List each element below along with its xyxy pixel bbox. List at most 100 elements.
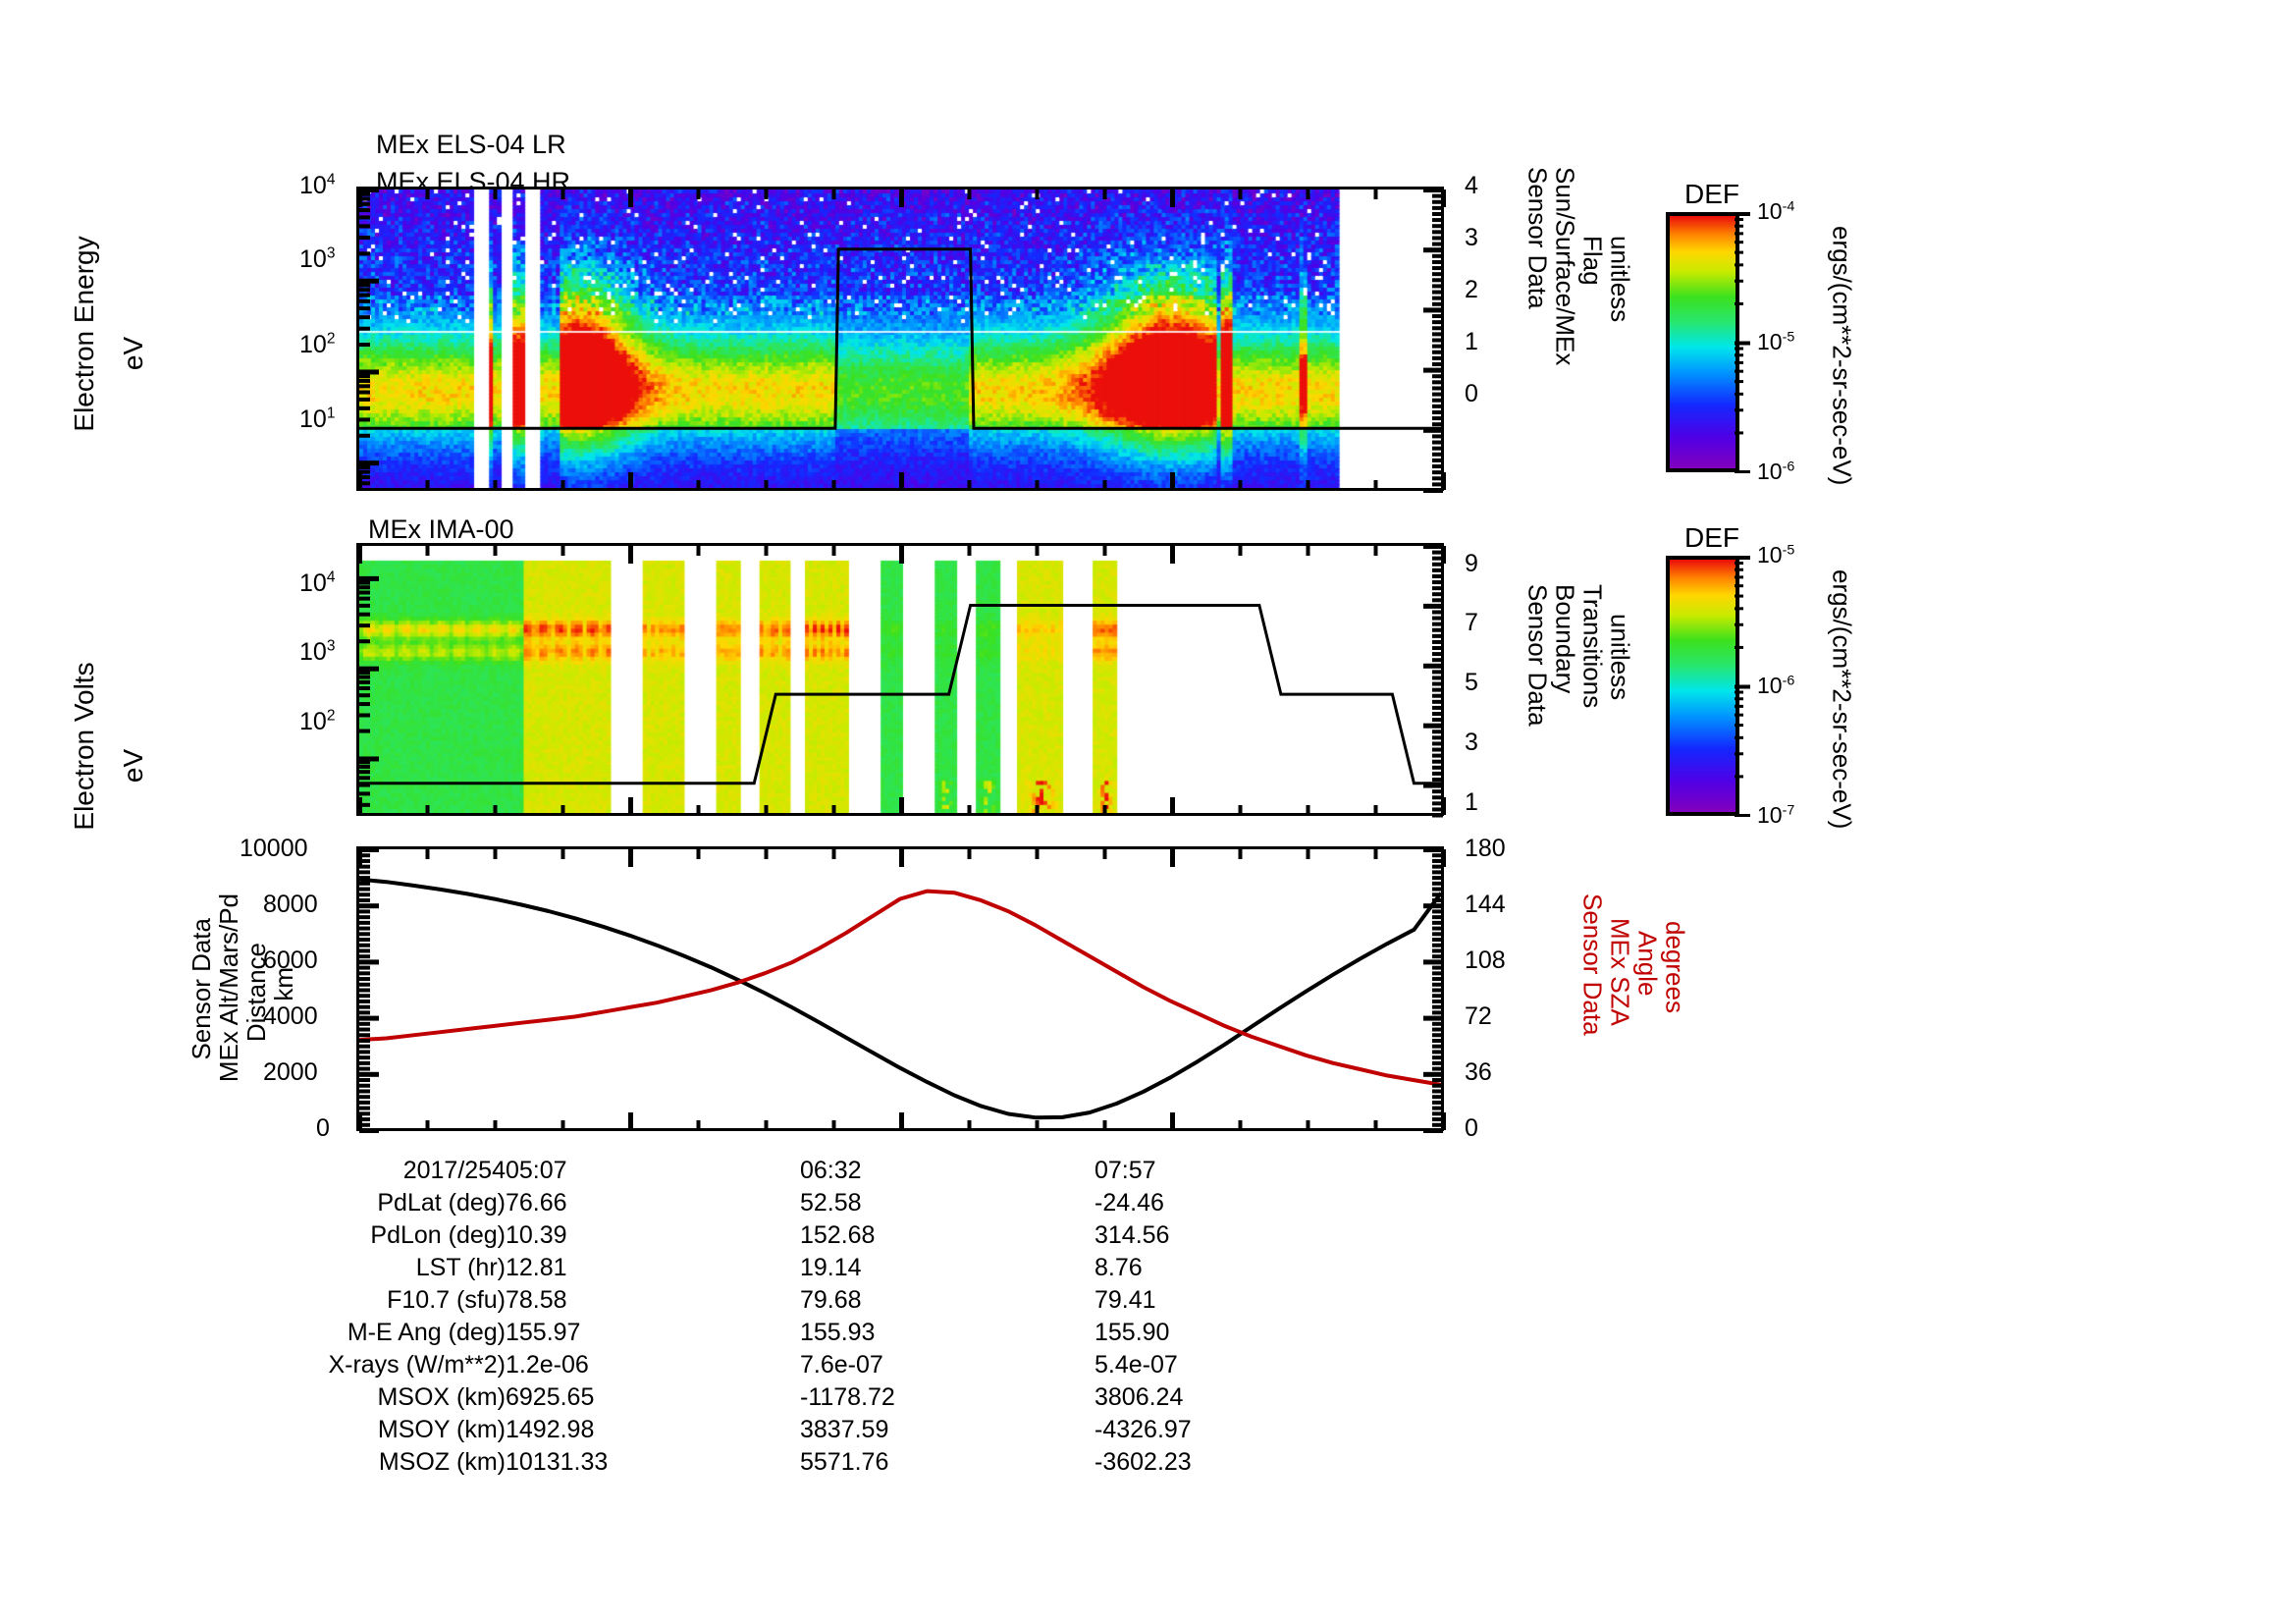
panel1-overlay-line <box>359 247 1441 430</box>
table-row: MSOY (km) 1492.98 3837.59 -4326.97 <box>211 1414 1192 1446</box>
ephemeris-value-t3: 8.76 <box>1095 1254 1143 1281</box>
ephemeris-value-t1: 1.2e-06 <box>506 1351 589 1379</box>
panel3-lines <box>359 877 1441 1120</box>
panel2-overlay-line <box>359 603 1441 785</box>
colorbar2-tick-top: 10-5 <box>1757 542 1795 568</box>
panel3-right-axis-label4: degrees <box>1660 921 1690 1013</box>
ephemeris-value-t1: 12.81 <box>506 1254 567 1281</box>
table-row: PdLon (deg) 10.39 152.68 314.56 <box>211 1219 1192 1252</box>
panel1-right-axis-label2: Sun/Surface/MEx <box>1550 167 1580 366</box>
ephemeris-value-t1: 6925.65 <box>506 1383 595 1411</box>
panel2-ytick-10e4: 104 <box>299 568 336 597</box>
panel2-title: MEx IMA-00 <box>368 514 514 544</box>
panel1-right-tick-3: 3 <box>1465 224 1478 251</box>
panel3-right-axis-label1: Sensor Data <box>1577 893 1608 1036</box>
table-row: MSOX (km) 6925.65 -1178.72 3806.24 <box>211 1381 1192 1414</box>
colorbar1-units-label: ergs/(cm**2-sr-sec-eV) <box>1827 226 1857 486</box>
panel1-ytick-10e3: 103 <box>299 244 336 273</box>
panel3-ytick-4000: 4000 <box>263 1002 318 1030</box>
panel3-right-tick-36: 36 <box>1465 1058 1492 1086</box>
ephemeris-value-t1: 10131.33 <box>506 1448 609 1476</box>
panel3-right-tick-108: 108 <box>1465 947 1506 974</box>
colorbar1-title: DEF <box>1684 179 1739 209</box>
ephemeris-value-t3: 79.41 <box>1095 1286 1156 1314</box>
panel3-ytick-8000: 8000 <box>263 891 318 918</box>
panel1-y-axis-units: eV <box>118 157 157 550</box>
ephemeris-value-t3: -24.46 <box>1095 1189 1164 1217</box>
panel2-y-axis-units-text: eV <box>118 748 148 784</box>
colorbar2-ticks <box>1735 556 1750 817</box>
ephemeris-value-t3: 3806.24 <box>1095 1383 1184 1411</box>
table-row: F10.7 (sfu) 78.58 79.68 79.41 <box>211 1284 1192 1317</box>
panel2-right-label-line2: Boundary <box>1550 584 1580 694</box>
panel3-left-axis-label2: MEx Alt/Mars/Pd <box>214 893 243 1083</box>
ephemeris-key: M-E Ang (deg) <box>347 1319 506 1346</box>
panel2-right-label-line4: unitless <box>1605 614 1635 701</box>
table-row: LST (hr) 12.81 19.14 8.76 <box>211 1252 1192 1284</box>
ephemeris-value-t1: 05:07 <box>506 1157 567 1184</box>
panel1-right-label-line3: Flag <box>1577 236 1608 286</box>
ephemeris-grid: 2017/254 05:07 06:32 07:57 PdLat (deg) 76.66 5… <box>211 1155 1192 1479</box>
table-row: PdLat (deg) 76.66 52.58 -24.46 <box>211 1187 1192 1219</box>
ephemeris-value-t1: 155.97 <box>506 1319 581 1346</box>
panel1-right-label-line1: Sensor Data <box>1522 167 1553 309</box>
ephemeris-value-t2: 152.68 <box>800 1221 876 1249</box>
ephemeris-key: PdLat (deg) <box>377 1189 506 1217</box>
panel2-right-axis-label3: Transitions <box>1577 584 1607 708</box>
ephemeris-key: MSOZ (km) <box>378 1448 506 1476</box>
ephemeris-value-t1: 76.66 <box>506 1189 567 1217</box>
panel3-right-axis-label3: Angle <box>1632 931 1663 997</box>
panel2-right-tick-9: 9 <box>1465 550 1478 577</box>
panel2-right-axis-label4: unitless <box>1605 614 1635 701</box>
ephemeris-table: 2017/254 05:07 06:32 07:57 PdLat (deg) 76.66 5… <box>211 1155 1193 1479</box>
panel3-right-tick-0: 0 <box>1465 1114 1478 1142</box>
panel1-y-axis-units-text: eV <box>118 336 148 371</box>
panel1-ytick-10e4: 104 <box>299 171 336 199</box>
ephemeris-value-t2: 155.93 <box>800 1319 876 1346</box>
ephemeris-key: LST (hr) <box>415 1254 506 1281</box>
panel2-right-tick-7: 7 <box>1465 609 1478 636</box>
ephemeris-key: MSOY (km) <box>377 1416 506 1443</box>
ephemeris-value-t3: 07:57 <box>1095 1157 1156 1184</box>
panel1-ytick-10e1: 101 <box>299 405 336 433</box>
panel3-ytick-0: 0 <box>316 1114 330 1142</box>
ephemeris-value-t2: -1178.72 <box>800 1383 895 1411</box>
panel3-axis-ticks <box>357 847 1446 1133</box>
ephemeris-key: 2017/254 <box>402 1157 506 1184</box>
panel2-right-tick-5: 5 <box>1465 669 1478 696</box>
ephemeris-key: X-rays (W/m**2) <box>328 1351 506 1379</box>
panel1-right-tick-1: 1 <box>1465 328 1478 355</box>
ephemeris-value-t1: 10.39 <box>506 1221 567 1249</box>
ephemeris-value-t3: 5.4e-07 <box>1095 1351 1178 1379</box>
panel1-y-axis-label-text: Electron Energy <box>69 236 99 432</box>
ephemeris-value-t2: 19.14 <box>800 1254 862 1281</box>
panel2-ytick-10e3: 103 <box>299 637 336 666</box>
colorbar1-gradient <box>1666 212 1739 472</box>
ephemeris-value-t3: -4326.97 <box>1095 1416 1192 1443</box>
ephemeris-value-t3: 155.90 <box>1095 1319 1170 1346</box>
panel3-right-tick-180: 180 <box>1465 835 1506 862</box>
panel2-right-tick-3: 3 <box>1465 729 1478 756</box>
colorbar1-units-text: ergs/(cm**2-sr-sec-eV) <box>1827 226 1857 486</box>
panel2-right-axis-label2: Boundary <box>1550 584 1580 694</box>
panel3-ytick-10000: 10000 <box>240 835 308 862</box>
colorbar2-tick-bottom: 10-7 <box>1757 802 1795 828</box>
colorbar2-gradient <box>1666 556 1739 816</box>
ephemeris-value-t1: 1492.98 <box>506 1416 595 1443</box>
ephemeris-value-t2: 3837.59 <box>800 1416 889 1443</box>
ephemeris-value-t3: 314.56 <box>1095 1221 1170 1249</box>
panel1-right-label-line2: Sun/Surface/MEx <box>1550 167 1580 366</box>
ephemeris-value-t2: 79.68 <box>800 1286 862 1314</box>
colorbar1-ticks <box>1735 212 1750 473</box>
ephemeris-key: MSOX (km) <box>377 1383 506 1411</box>
colorbar1-tick-bottom: 10-6 <box>1757 459 1795 484</box>
table-row: 2017/254 05:07 06:32 07:57 <box>211 1155 1192 1187</box>
ephemeris-value-t3: -3602.23 <box>1095 1448 1192 1476</box>
panel1-right-axis-label4: unitless <box>1605 236 1634 322</box>
panel3-right-axis-label2: MEx SZA <box>1605 918 1635 1026</box>
panel3-ytick-2000: 2000 <box>263 1058 318 1086</box>
panel3-ytick-6000: 6000 <box>263 947 318 974</box>
panel2-right-tick-1: 1 <box>1465 788 1478 816</box>
panel3-right-tick-144: 144 <box>1465 891 1506 918</box>
panel1-right-axis-label3: Flag <box>1577 236 1608 286</box>
